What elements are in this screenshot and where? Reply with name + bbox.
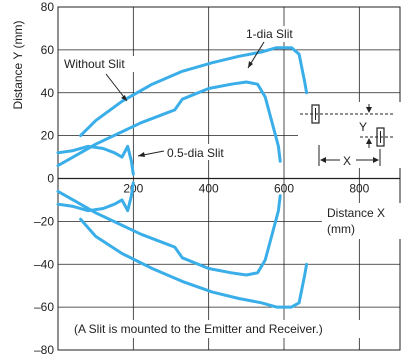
y-tick-label: 20 xyxy=(41,129,55,143)
without-slit-arrowhead xyxy=(121,95,127,101)
diagram-x-label: X xyxy=(343,154,351,168)
emitter-receiver-diagram: Y X xyxy=(298,102,402,168)
x-tick-label: 800 xyxy=(349,182,369,196)
y-tick-label: –60 xyxy=(34,300,54,314)
x-axis-label-bg xyxy=(322,203,402,239)
y-tick-label: 80 xyxy=(41,0,55,14)
without-slit-upper-curve xyxy=(79,46,309,138)
half-dia-slit-label: 0.5-dia Slit xyxy=(167,146,224,160)
note-bg xyxy=(70,320,386,338)
y-axis-label: Distance Y (mm) xyxy=(11,21,25,110)
mounting-note: (A Slit is mounted to the Emitter and Re… xyxy=(74,322,323,336)
one-dia-slit-lower-curve xyxy=(56,189,282,277)
y-tick-label: 0 xyxy=(47,172,54,186)
y-tick-label: –80 xyxy=(34,343,54,357)
series-curves xyxy=(56,46,309,309)
y-tick-label: 40 xyxy=(41,86,55,100)
without-slit-lower-curve xyxy=(79,217,309,309)
half-dia-slit-arrowhead xyxy=(138,152,145,157)
half-dia-slit-upper-curve xyxy=(56,144,135,176)
one-dia-slit-label: 1-dia Slit xyxy=(246,27,293,41)
x-axis-label-line2: (mm) xyxy=(327,222,355,236)
without-slit-label: Without Slit xyxy=(64,57,125,71)
x-axis-label-line1: Distance X xyxy=(327,206,385,220)
y-tick-label: 60 xyxy=(41,43,55,57)
y-tick-label: –40 xyxy=(34,257,54,271)
diagram-y-label: Y xyxy=(359,120,367,134)
x-tick-labels: 200 400 600 800 xyxy=(123,182,369,196)
x-tick-label: 400 xyxy=(199,182,219,196)
without-slit-label-bg xyxy=(62,56,138,72)
y-tick-labels: 80 60 40 20 0 –20 –40 –60 –80 xyxy=(34,0,54,357)
one-dia-slit-upper-curve xyxy=(56,80,282,168)
one-dia-slit-arrowhead xyxy=(248,61,253,68)
one-dia-slit-label-bg xyxy=(244,26,306,42)
y-tick-label: –20 xyxy=(34,214,54,228)
half-dia-slit-lower-curve xyxy=(56,181,135,213)
half-dia-slit-label-bg xyxy=(164,144,250,160)
x-tick-label: 600 xyxy=(274,182,294,196)
